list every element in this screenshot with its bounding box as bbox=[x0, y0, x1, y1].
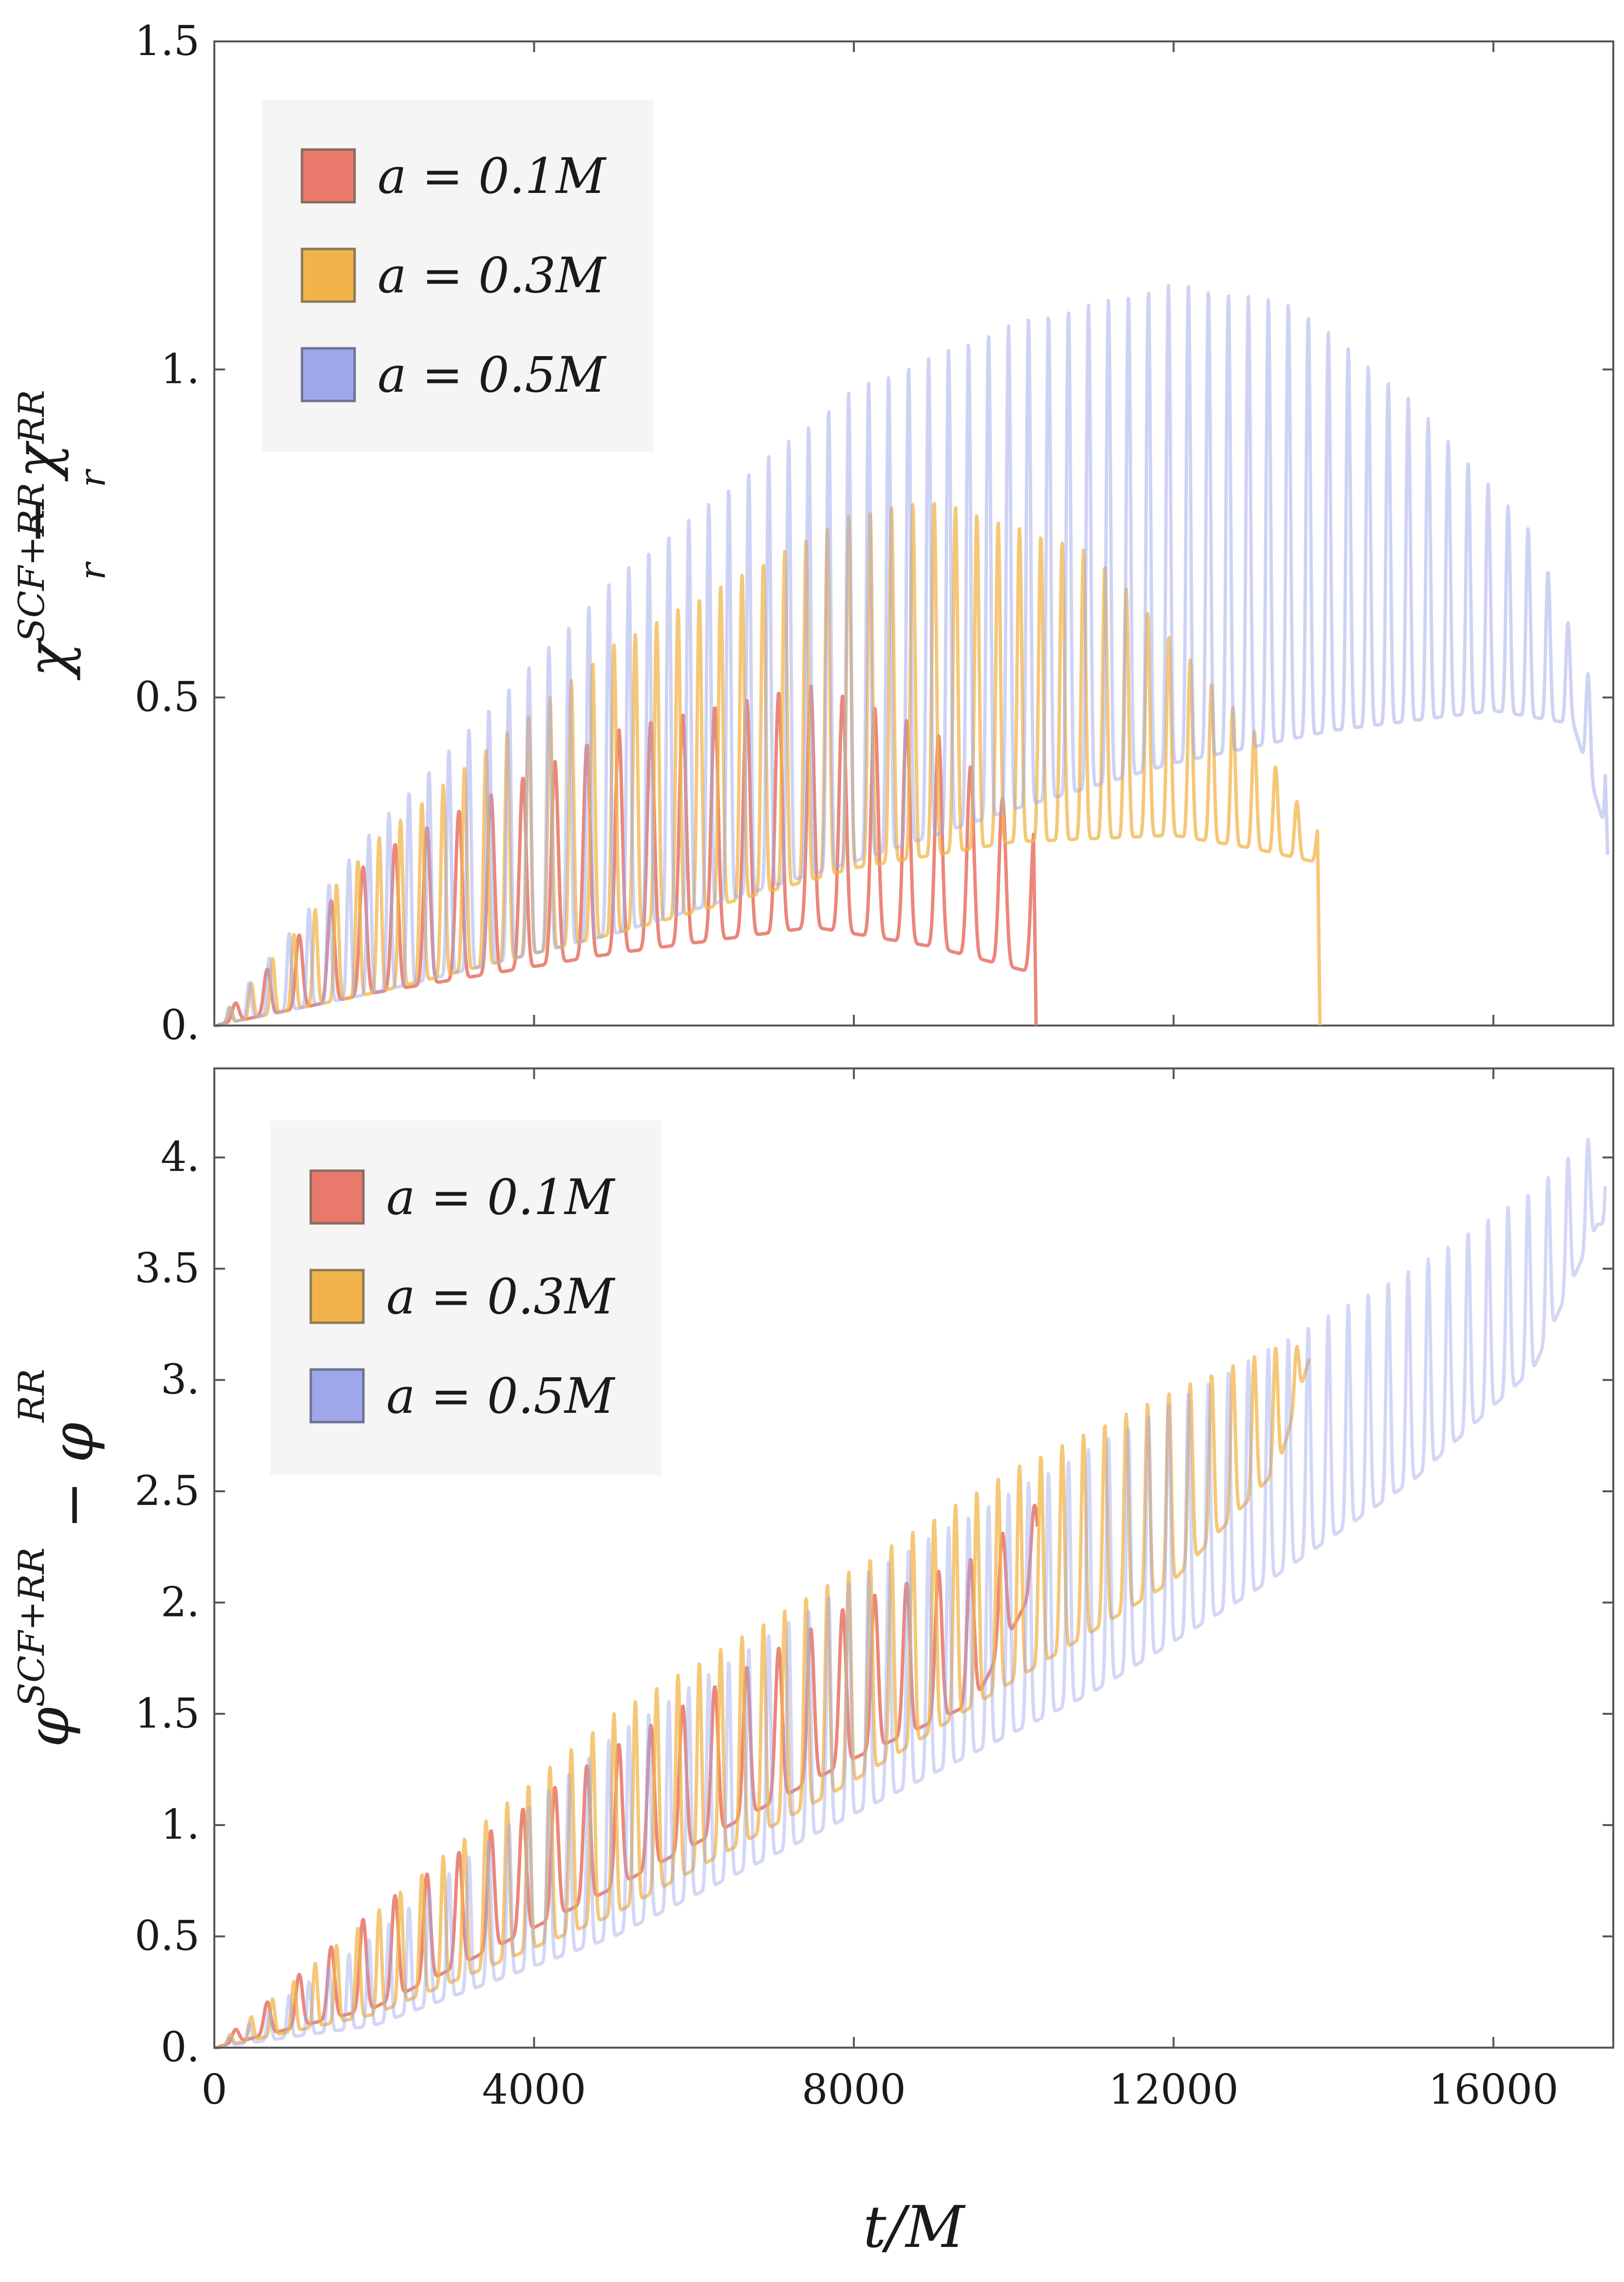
top-y-axis-label: χSCF+RR r − χRRr bbox=[2, 390, 113, 680]
bottom-legend: a = 0.1M a = 0.3M a = 0.5M bbox=[270, 1121, 661, 1475]
bottom-plot-frame bbox=[213, 1067, 1614, 2049]
bottom-y-tick-label: 4. bbox=[161, 1133, 200, 1181]
top-legend-label-a05: a = 0.5M bbox=[378, 346, 607, 403]
bottom-legend-label-a05: a = 0.5M bbox=[386, 1368, 616, 1425]
panel-top-chi: 0. 0.5 1. 1.5 χSCF+RR r − χRRr a = 0.1M a = … bbox=[2, 17, 1614, 1049]
bottom-x-tick-label: 4000 bbox=[482, 2066, 586, 2113]
top-legend-swatch-a05 bbox=[301, 347, 356, 402]
top-y-tick-label: 0. bbox=[161, 1001, 200, 1049]
top-y-tick-label: 0.5 bbox=[134, 673, 200, 721]
bottom-legend-swatch-a03 bbox=[309, 1269, 365, 1324]
bottom-legend-swatch-a05 bbox=[309, 1368, 365, 1424]
top-plot-frame bbox=[213, 40, 1614, 1027]
bottom-y-tick-label: 1. bbox=[161, 1801, 200, 1848]
panel-bottom-phi: 0. 0.5 1. 1.5 2. 2.5 3. 3.5 4. 0 4000 8000 12000 1600… bbox=[11, 1067, 1614, 2261]
bottom-y-tick-label: 3. bbox=[161, 1356, 200, 1404]
bottom-x-tick-label: 16000 bbox=[1428, 2066, 1558, 2113]
top-legend-label-a01: a = 0.1M bbox=[378, 148, 607, 205]
top-ticks-group: 0. 0.5 1. 1.5 bbox=[134, 17, 1613, 1049]
bottom-y-tick-label: 2. bbox=[161, 1578, 200, 1626]
bottom-legend-swatch-a01 bbox=[309, 1169, 365, 1225]
top-legend-swatch-a03 bbox=[301, 247, 356, 303]
top-legend-swatch-a01 bbox=[301, 148, 356, 204]
bottom-y-tick-label: 1.5 bbox=[134, 1690, 200, 1737]
x-axis-label: t/M bbox=[863, 2193, 966, 2261]
bottom-x-tick-label: 8000 bbox=[802, 2066, 906, 2113]
bottom-legend-label-a01: a = 0.1M bbox=[386, 1169, 616, 1226]
top-legend: a = 0.1M a = 0.3M a = 0.5M bbox=[262, 100, 653, 452]
bottom-series-group bbox=[213, 1138, 1607, 2050]
top-series-group bbox=[213, 284, 1609, 1027]
top-y-tick-label: 1.5 bbox=[134, 17, 200, 65]
bottom-y-tick-label: 0. bbox=[161, 2023, 200, 2071]
bottom-series-line-05 bbox=[213, 1138, 1607, 2050]
bottom-y-tick-label: 2.5 bbox=[134, 1467, 200, 1515]
top-legend-label-a03: a = 0.3M bbox=[378, 247, 607, 304]
top-series-line-05 bbox=[213, 284, 1609, 1027]
bottom-legend-label-a03: a = 0.3M bbox=[386, 1268, 616, 1325]
bottom-y-tick-label: 0.5 bbox=[134, 1912, 200, 1960]
bottom-ticks-group: 0. 0.5 1. 1.5 2. 2.5 3. 3.5 4. 0 4000 8000 12000 1600… bbox=[134, 1068, 1613, 2113]
bottom-x-tick-label: 12000 bbox=[1109, 2066, 1239, 2113]
bottom-y-tick-label: 3.5 bbox=[134, 1244, 200, 1292]
bottom-y-axis-label: φSCF+RR − φRR bbox=[11, 1369, 106, 1748]
top-y-tick-label: 1. bbox=[161, 345, 200, 393]
bottom-series-line-03 bbox=[213, 1345, 1311, 2050]
bottom-x-tick-label: 0 bbox=[201, 2066, 227, 2113]
